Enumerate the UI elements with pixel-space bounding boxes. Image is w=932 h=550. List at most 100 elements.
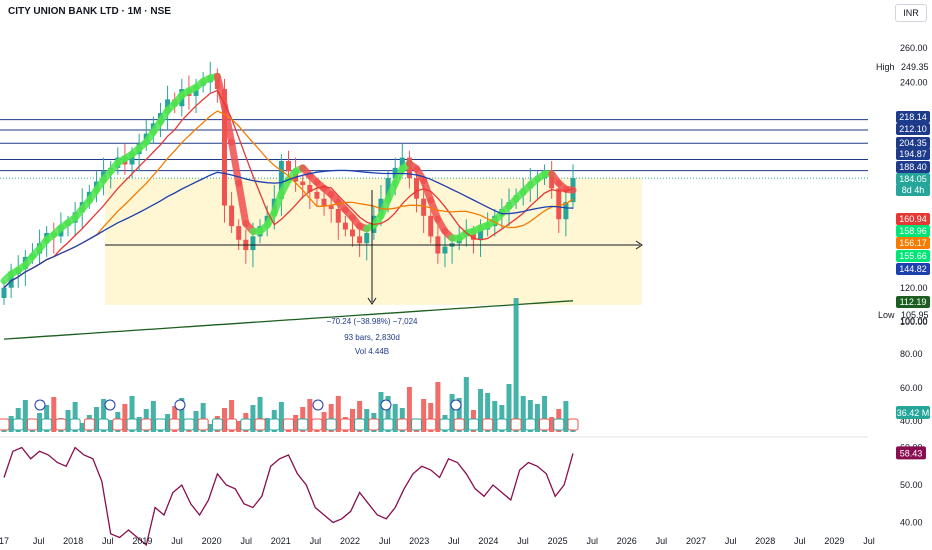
- volume-bar: [122, 404, 128, 432]
- candle-body: [328, 205, 334, 209]
- earnings-marker-icon: [524, 418, 536, 431]
- earnings-marker-icon: [112, 418, 124, 431]
- volume-bar: [250, 405, 256, 432]
- volume-bar: [350, 409, 356, 432]
- candle-body: [399, 157, 405, 168]
- candle-body: [321, 198, 327, 206]
- volume-bar: [65, 410, 71, 432]
- volume-badge-box: [896, 406, 930, 419]
- price-axis-label: 260.00: [900, 43, 928, 53]
- volume-bar: [229, 400, 235, 432]
- earnings-marker-icon: [354, 418, 366, 431]
- time-axis-label: Jul: [310, 536, 322, 546]
- volume-bar: [449, 394, 455, 432]
- measure-horizontal-arrowhead: [635, 240, 643, 250]
- volume-bar: [435, 382, 441, 432]
- candle-body: [278, 161, 284, 199]
- earnings-marker-icon: [183, 418, 195, 431]
- earnings-marker-icon: [12, 418, 24, 431]
- time-axis-label: 2019: [132, 536, 152, 546]
- time-axis-label: 2025: [548, 536, 568, 546]
- volume-bar: [193, 411, 199, 432]
- volume-bar: [392, 404, 398, 432]
- time-axis-label: Jul: [240, 536, 252, 546]
- volume-bar: [8, 416, 14, 432]
- volume-axis-label: 40.00: [900, 416, 923, 426]
- price-badge-value: 160.94: [899, 214, 927, 224]
- volume-bar: [293, 415, 299, 432]
- earnings-marker-icon: [41, 418, 53, 431]
- volume-bar: [364, 409, 370, 432]
- earnings-marker-icon: [439, 418, 451, 431]
- earnings-marker-icon: [425, 418, 437, 431]
- currency-selector[interactable]: INR: [895, 4, 927, 22]
- price-badge-box: [896, 250, 930, 262]
- earnings-marker-icon: [169, 418, 181, 431]
- earnings-marker-icon: [26, 418, 38, 431]
- price-badge-value: 188.40: [899, 162, 927, 172]
- earnings-marker-icon: [69, 418, 81, 431]
- time-axis-label: Jul: [379, 536, 391, 546]
- volume-bar: [463, 377, 469, 432]
- price-badge-box: [896, 148, 930, 160]
- volume-bar: [108, 420, 114, 432]
- volume-axis-label: 100.00: [900, 316, 928, 326]
- volume-axis-label: 80.00: [900, 349, 923, 359]
- dividend-marker-icon: [312, 399, 324, 411]
- time-axis-label: 2021: [271, 536, 291, 546]
- candle-body: [300, 181, 306, 185]
- measure-volume-label: Vol 4.44B: [355, 347, 389, 356]
- price-badge-box: [896, 137, 930, 149]
- price-badge-box: [896, 296, 930, 308]
- time-axis-label: Jul: [102, 536, 114, 546]
- volume-bar: [22, 400, 28, 432]
- earnings-marker-icon: [411, 418, 423, 431]
- earnings-marker-icon: [482, 418, 494, 431]
- candle-body: [556, 188, 562, 220]
- price-badge-value: 155.66: [899, 251, 927, 261]
- price-badge-box: [896, 161, 930, 173]
- price-badge-value: 212.10: [899, 124, 927, 134]
- price-badge-box: [896, 111, 930, 123]
- volume-bar: [129, 396, 135, 432]
- candle-body: [549, 174, 555, 189]
- volume-bar: [428, 403, 434, 432]
- high-value: 249.35: [901, 62, 929, 72]
- time-axis-label: Jul: [794, 536, 806, 546]
- time-axis-label: Jul: [863, 536, 875, 546]
- volume-bar: [264, 418, 270, 432]
- candle-body: [364, 232, 370, 244]
- volume-bar: [485, 393, 491, 432]
- volume-bar: [257, 397, 263, 432]
- time-axis-label: Jul: [448, 536, 460, 546]
- candle-body: [221, 89, 227, 206]
- price-axis-label: 120.00: [900, 283, 928, 293]
- measure-arrowhead: [367, 297, 377, 305]
- price-badge-value: 112.19: [900, 297, 927, 307]
- volume-bar: [93, 407, 99, 432]
- earnings-marker-icon: [453, 418, 465, 431]
- volume-bar: [236, 421, 242, 432]
- candle-body: [421, 198, 427, 216]
- time-axis-label: 2022: [340, 536, 360, 546]
- candle-body: [442, 246, 448, 254]
- earnings-marker-icon: [268, 418, 280, 431]
- price-badge-box: [896, 173, 930, 185]
- time-axis-label: 2024: [478, 536, 498, 546]
- time-axis-label: 2026: [617, 536, 637, 546]
- time-axis-label: 2023: [409, 536, 429, 546]
- low-value: 105.95: [901, 310, 929, 320]
- candle-body: [250, 236, 256, 251]
- volume-bar: [79, 423, 85, 432]
- candle-body: [563, 202, 569, 220]
- volume-bar: [37, 413, 43, 432]
- price-badge-box: [896, 225, 930, 237]
- price-badge-box: [896, 213, 930, 225]
- price-badge-value: 144.82: [899, 264, 927, 274]
- volume-bar: [478, 389, 484, 432]
- time-axis-label: Jul: [656, 536, 668, 546]
- earnings-marker-icon: [553, 418, 565, 431]
- time-axis-label: 2029: [824, 536, 844, 546]
- time-axis-label: 17: [0, 536, 9, 546]
